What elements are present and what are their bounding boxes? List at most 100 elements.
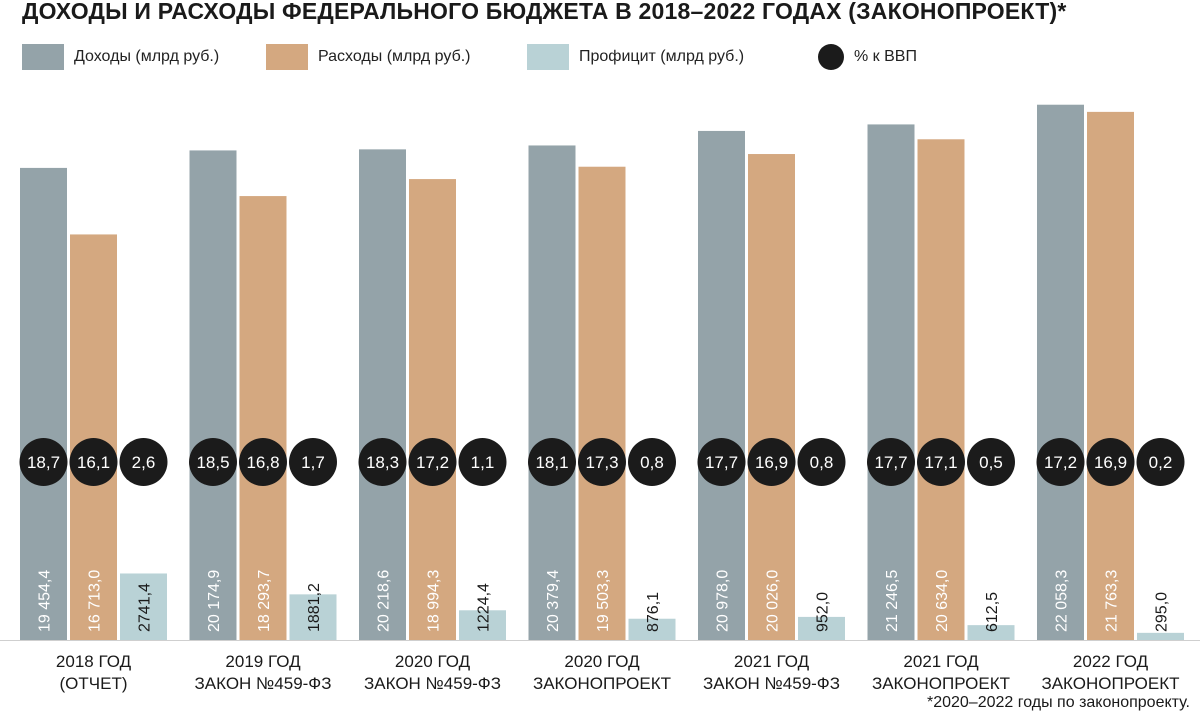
bar-income: [20, 167, 67, 640]
legend-item-income: Доходы (млрд руб.): [22, 44, 219, 70]
gdp-pct-label: 18,3: [366, 453, 399, 472]
value-label-income: 22 058,3: [1054, 570, 1071, 632]
gdp-pct-circle: [239, 438, 287, 486]
gdp-pct-label: 18,7: [27, 453, 60, 472]
gdp-pct-circle: [69, 438, 118, 486]
gdp-pct-label: 18,5: [196, 453, 229, 472]
bar-surplus: [120, 573, 167, 640]
bar-surplus: [1137, 632, 1184, 640]
bar-expense: [1087, 111, 1134, 640]
value-label-surplus: 952,0: [815, 592, 832, 632]
gdp-pct-circle: [289, 438, 337, 486]
category-label: ЗАКОНОПРОЕКТ: [872, 674, 1010, 693]
bar-expense: [578, 166, 626, 641]
value-label-expense: 21 763,3: [1104, 570, 1121, 632]
category-label: ЗАКОНОПРОЕКТ: [533, 674, 671, 693]
gdp-pct-circle: [1136, 438, 1185, 486]
value-label-expense: 18 293,7: [256, 570, 273, 632]
legend-label-income: Доходы (млрд руб.): [74, 48, 220, 65]
category-label: 2018 ГОД: [56, 652, 132, 671]
category-label: 2022 ГОД: [1073, 652, 1149, 671]
category-label: ЗАКОНОПРОЕКТ: [1041, 674, 1179, 693]
value-label-expense: 20 026,0: [765, 570, 782, 632]
category-label: 2021 ГОД: [734, 652, 810, 671]
legend-label-expense: Расходы (млрд руб.): [318, 48, 471, 65]
footnote: *2020–2022 годы по законопроекту.: [926, 694, 1190, 711]
gdp-pct-circle: [189, 438, 237, 486]
legend-item-expense: Расходы (млрд руб.): [266, 44, 471, 70]
gdp-pct-label: 0,2: [1149, 453, 1173, 472]
gdp-pct-label: 1,1: [471, 453, 495, 472]
value-label-expense: 18 994,3: [426, 570, 443, 632]
value-label-income: 21 246,5: [884, 570, 901, 632]
value-label-income: 20 978,0: [715, 570, 732, 632]
gdp-pct-label: 17,7: [705, 453, 738, 472]
value-label-surplus: 1224,4: [476, 583, 493, 632]
gdp-pct-label: 17,2: [416, 453, 449, 472]
category-label: 2020 ГОД: [395, 652, 471, 671]
gdp-pct-circle: [578, 438, 626, 486]
gdp-pct-label: 16,9: [1094, 453, 1127, 472]
gdp-pct-label: 0,8: [640, 453, 664, 472]
gdp-pct-circle: [408, 438, 457, 486]
gdp-pct-circle: [119, 438, 168, 486]
gdp-pct-label: 18,1: [535, 453, 568, 472]
bar-income: [867, 124, 915, 640]
legend-swatch-surplus: [527, 44, 569, 70]
gdp-pct-label: 16,1: [77, 453, 110, 472]
category-label: ЗАКОН №459-ФЗ: [364, 674, 501, 693]
gdp-pct-label: 17,1: [924, 453, 957, 472]
gdp-pct-label: 2,6: [132, 453, 156, 472]
value-label-surplus: 2741,4: [137, 583, 154, 632]
value-label-expense: 20 634,0: [934, 570, 951, 632]
gdp-pct-label: 16,9: [755, 453, 788, 472]
gdp-pct-circle: [747, 438, 796, 486]
gdp-pct-circle: [458, 438, 507, 486]
value-label-income: 20 218,6: [376, 570, 393, 632]
bar-surplus: [628, 618, 676, 640]
value-label-surplus: 1881,2: [306, 583, 323, 632]
bar-income: [1037, 104, 1084, 641]
gdp-pct-label: 17,3: [585, 453, 618, 472]
bar-expense: [70, 234, 117, 640]
value-label-income: 19 454,4: [37, 570, 54, 632]
bar-surplus: [798, 616, 845, 640]
gdp-pct-circle: [917, 438, 965, 486]
value-label-surplus: 612,5: [984, 592, 1001, 632]
category-label: ЗАКОН №459-ФЗ: [703, 674, 840, 693]
gdp-pct-circle: [528, 438, 576, 486]
bar-surplus: [289, 594, 337, 640]
gdp-pct-circle: [1086, 438, 1135, 486]
legend-label-gdp: % к ВВП: [854, 48, 917, 65]
gdp-pct-circle: [1036, 438, 1085, 486]
gdp-pct-label: 17,2: [1044, 453, 1077, 472]
gdp-pct-circle: [797, 438, 846, 486]
gdp-pct-label: 17,7: [874, 453, 907, 472]
gdp-pct-circle: [628, 438, 676, 486]
gdp-pct-circle: [867, 438, 915, 486]
legend: Доходы (млрд руб.) Расходы (млрд руб.) П…: [22, 44, 1192, 70]
value-label-income: 20 379,4: [545, 570, 562, 632]
legend-swatch-gdp: [818, 44, 844, 70]
value-label-surplus: 295,0: [1154, 592, 1171, 632]
legend-swatch-expense: [266, 44, 308, 70]
gdp-pct-circle: [358, 438, 407, 486]
gdp-pct-circle: [967, 438, 1015, 486]
bar-income: [359, 149, 406, 640]
legend-item-surplus: Профицит (млрд руб.): [527, 44, 744, 70]
gdp-pct-label: 1,7: [301, 453, 325, 472]
chart-title: ДОХОДЫ И РАСХОДЫ ФЕДЕРАЛЬНОГО БЮДЖЕТА В …: [22, 0, 1067, 24]
legend-label-surplus: Профицит (млрд руб.): [579, 48, 745, 65]
gdp-pct-label: 0,5: [979, 453, 1003, 472]
category-label: (ОТЧЕТ): [60, 674, 128, 693]
gdp-pct-circle: [19, 438, 68, 486]
category-label: ЗАКОН №459-ФЗ: [195, 674, 332, 693]
bar-surplus: [967, 625, 1015, 640]
gdp-pct-circle: [697, 438, 746, 486]
bar-expense: [748, 154, 795, 640]
value-label-expense: 16 713,0: [87, 570, 104, 632]
bar-expense: [409, 179, 456, 640]
gdp-pct-label: 0,8: [810, 453, 834, 472]
category-label: 2020 ГОД: [564, 652, 640, 671]
